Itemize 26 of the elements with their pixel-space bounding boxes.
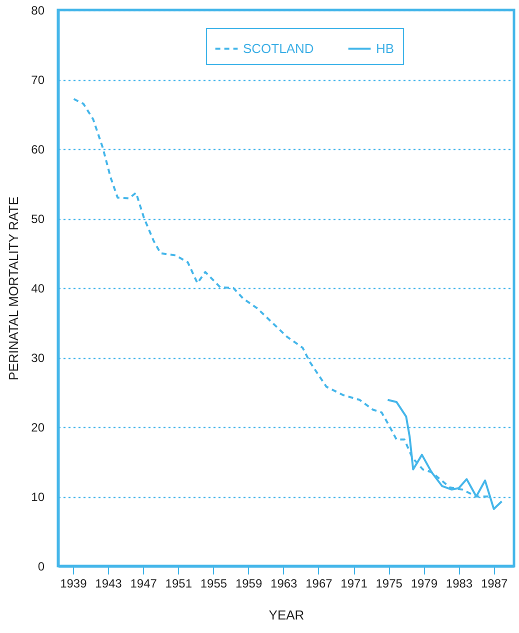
y-tick-label: 0 bbox=[38, 560, 45, 574]
x-tick-label: 1987 bbox=[480, 576, 508, 590]
y-tick-label: 80 bbox=[31, 4, 45, 18]
y-tick-label: 70 bbox=[31, 73, 45, 87]
x-tick-label: 1951 bbox=[165, 576, 192, 590]
x-tick-label: 1943 bbox=[95, 576, 122, 590]
x-tick-label: 1947 bbox=[130, 576, 158, 590]
legend-label: HB bbox=[376, 40, 394, 56]
y-tick-label: 10 bbox=[31, 490, 45, 504]
x-tick-label: 1975 bbox=[376, 576, 403, 590]
x-tick-label: 1967 bbox=[306, 576, 333, 590]
y-tick-label: 40 bbox=[31, 282, 45, 296]
x-tick-label: 1959 bbox=[235, 576, 262, 590]
x-tick-label: 1955 bbox=[200, 576, 228, 590]
x-tick-label: 1939 bbox=[60, 576, 88, 590]
y-axis-title: PERINATAL MORTALITY RATE bbox=[6, 196, 22, 380]
x-axis-title: YEAR bbox=[268, 608, 304, 622]
legend-label: SCOTLAND bbox=[243, 40, 314, 56]
x-tick-label: 1963 bbox=[270, 576, 298, 590]
y-tick-label: 20 bbox=[31, 420, 45, 434]
y-tick-label: 60 bbox=[31, 142, 45, 156]
x-tick-label: 1983 bbox=[446, 576, 473, 590]
y-tick-label: 30 bbox=[31, 351, 45, 365]
x-tick-label: 1979 bbox=[410, 576, 438, 590]
x-tick-label: 1971 bbox=[340, 576, 368, 590]
y-tick-label: 50 bbox=[31, 212, 45, 226]
